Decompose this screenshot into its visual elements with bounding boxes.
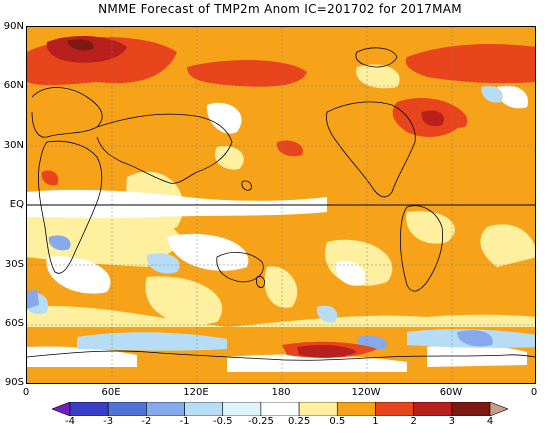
lat-label-60n: 60N <box>3 80 24 91</box>
colorbar-swatch-7 <box>298 402 338 416</box>
colorbar-swatch-10 <box>413 402 453 416</box>
lon-label-0-right: 0 <box>530 387 538 398</box>
lat-label-30n: 30N <box>3 140 24 151</box>
cool-anomaly-regions <box>27 86 535 351</box>
lon-label-0-left: 0 <box>22 387 30 398</box>
colorbar-swatch-11 <box>451 402 491 416</box>
colorbar-swatch-6 <box>260 402 300 416</box>
lon-label-60w: 60W <box>439 387 463 398</box>
colorbar-label-5: -0.25 <box>247 416 274 427</box>
lat-label-30s: 30S <box>4 259 24 270</box>
near-zero-anomaly-regions <box>27 85 528 372</box>
colorbar-label-0: -4 <box>65 416 75 427</box>
colorbar-swatch-4 <box>184 402 224 416</box>
lon-label-60e: 60E <box>101 387 121 398</box>
map-canvas <box>27 27 535 383</box>
temperature-anomaly-map <box>26 26 536 384</box>
colorbar-label-2: -2 <box>141 416 152 427</box>
colorbar-swatch-2 <box>107 402 147 416</box>
warm-anomaly-3-to-4-regions <box>67 39 94 51</box>
colorbar-swatch-3 <box>146 402 185 416</box>
colorbar-label-10: 3 <box>448 416 455 427</box>
lat-label-60s: 60S <box>4 318 24 329</box>
colorbar-swatch-12 <box>489 402 508 416</box>
colorbar-label-6: 0.25 <box>287 416 311 427</box>
colorbar-label-9: 2 <box>410 416 417 427</box>
lat-label-eq: EQ <box>9 199 24 210</box>
lat-label-90n: 90N <box>3 21 24 32</box>
colorbar-label-11: 4 <box>486 416 494 427</box>
colorbar-swatch-9 <box>375 402 414 416</box>
colorbar-label-7: 0.5 <box>329 416 346 427</box>
cool-anomaly-minus-1-regions <box>27 235 493 350</box>
colorbar-label-3: -1 <box>179 416 190 427</box>
colorbar-label-4: -0.5 <box>212 416 233 427</box>
lon-label-180: 180 <box>271 387 291 398</box>
colorbar-label-8: 1 <box>372 416 379 427</box>
map-title: NMME Forecast of TMP2m Anom IC=201702 fo… <box>98 2 462 16</box>
colorbar-swatch-8 <box>336 402 376 416</box>
lon-label-120w: 120W <box>351 387 381 398</box>
lat-label-90s: 90S <box>4 377 24 388</box>
colorbar-label-1: -3 <box>103 416 114 427</box>
graticule <box>27 27 535 383</box>
colorbar-swatch-1 <box>69 402 109 416</box>
colorbar <box>52 402 508 416</box>
colorbar-swatch-0 <box>52 402 71 416</box>
colorbar-swatch-5 <box>222 402 262 416</box>
lon-label-120e: 120E <box>183 387 209 398</box>
